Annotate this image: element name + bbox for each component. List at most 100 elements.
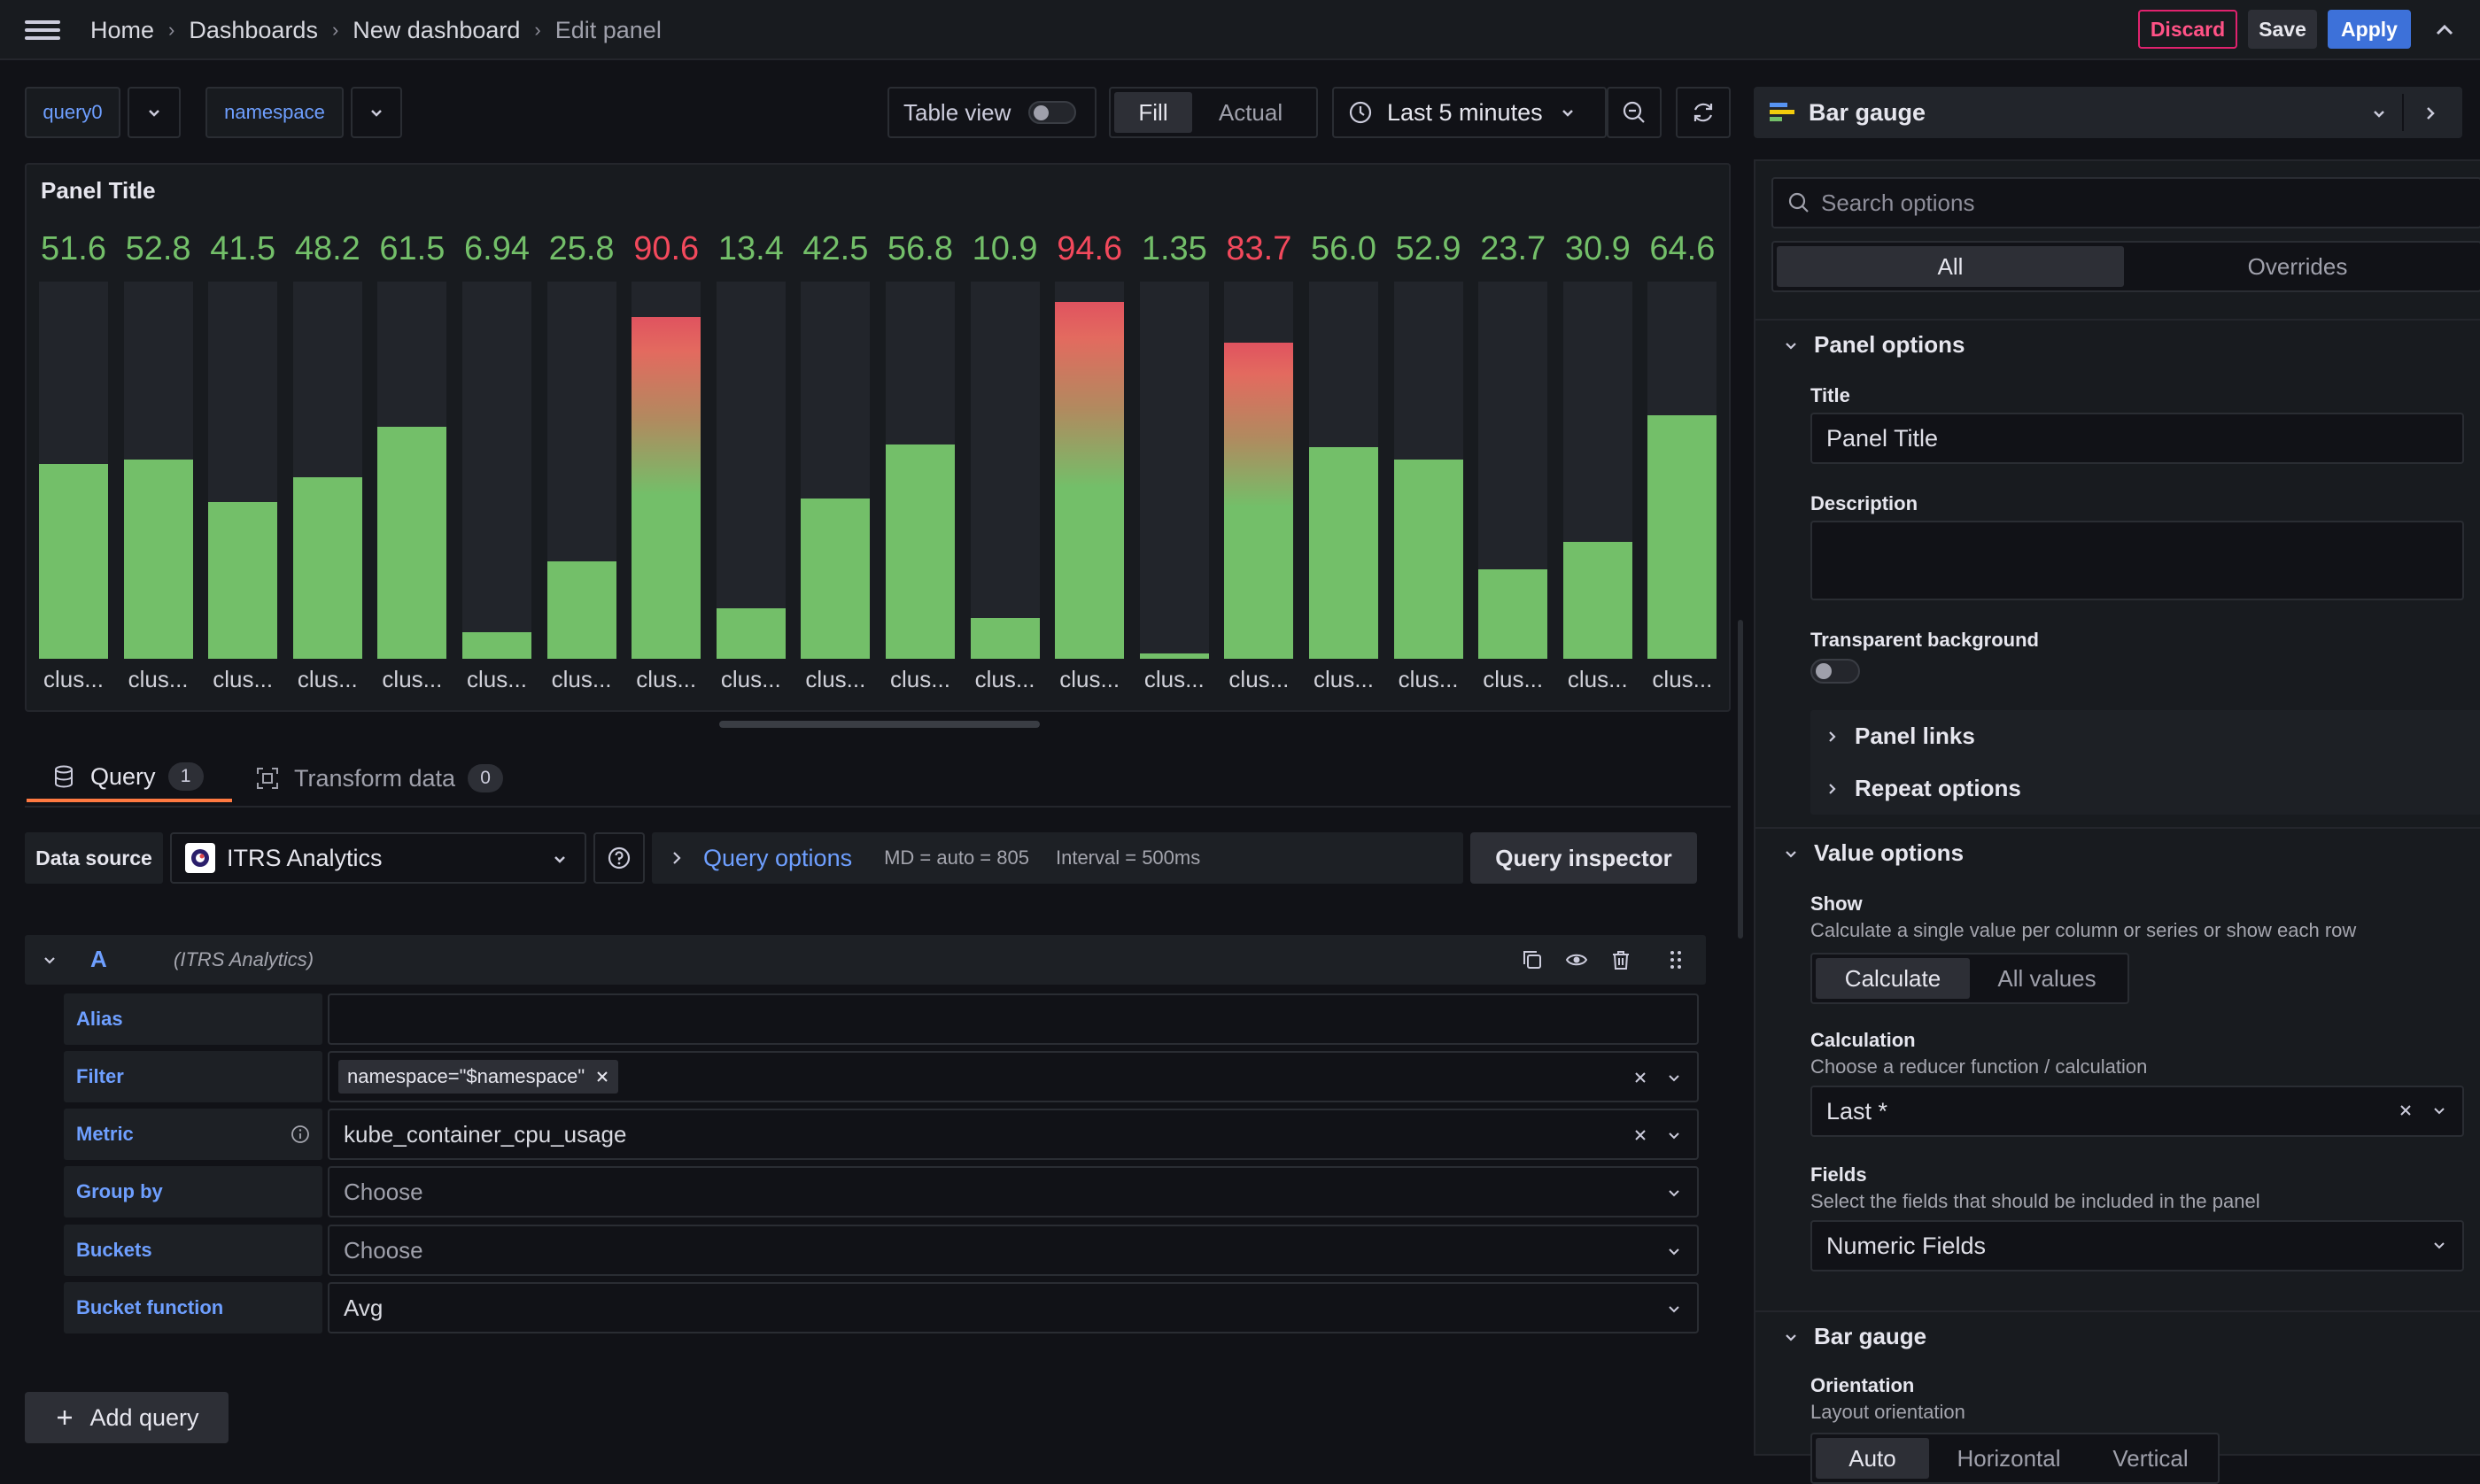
add-query-button[interactable]: Add query — [25, 1392, 229, 1443]
pane-resize-handle[interactable] — [1738, 620, 1743, 939]
bucket-function-select[interactable]: Avg — [328, 1282, 1699, 1333]
gauge-bar — [208, 502, 278, 659]
close-icon[interactable] — [595, 1070, 609, 1084]
metric-label: Metric — [64, 1109, 322, 1160]
clear-icon[interactable] — [1630, 1125, 1651, 1146]
itrs-logo-icon — [185, 843, 215, 873]
show-calculate-option[interactable]: Calculate — [1816, 958, 1970, 999]
gauge-track — [462, 282, 531, 659]
search-options-placeholder: Search options — [1821, 189, 1975, 216]
trash-icon[interactable] — [1608, 947, 1633, 972]
gauge-label: clus... — [213, 666, 274, 692]
help-button[interactable] — [593, 832, 645, 884]
chevron-right-icon — [673, 852, 681, 864]
alias-input[interactable] — [328, 993, 1699, 1045]
variable-query0-dropdown[interactable] — [128, 87, 181, 138]
gauge-bar — [123, 460, 193, 659]
gauge-label: clus... — [467, 666, 527, 692]
info-icon[interactable] — [291, 1125, 310, 1144]
orientation-auto[interactable]: Auto — [1816, 1438, 1929, 1479]
breadcrumb-home[interactable]: Home — [90, 16, 155, 43]
calculation-value: Last * — [1826, 1097, 1888, 1125]
breadcrumb-separator-icon: › — [168, 19, 175, 41]
duplicate-icon[interactable] — [1520, 947, 1545, 972]
chevron-right-icon — [1829, 783, 1836, 794]
search-options-input[interactable]: Search options — [1771, 177, 2480, 228]
save-button[interactable]: Save — [2248, 10, 2317, 49]
chevron-down-icon — [149, 110, 159, 117]
query-options-bar[interactable]: Query options MD = auto = 805 Interval =… — [652, 832, 1463, 884]
value-options-header[interactable]: Value options — [1782, 839, 1964, 867]
chevron-down-icon[interactable] — [1663, 1067, 1685, 1088]
zoom-out-button[interactable] — [1607, 87, 1662, 138]
buckets-select[interactable]: Choose — [328, 1225, 1699, 1276]
gauge-bar — [886, 444, 955, 659]
chevron-down-icon — [1669, 1190, 1679, 1197]
chevron-down-icon[interactable] — [2429, 1100, 2450, 1121]
table-view-switch[interactable] — [1028, 101, 1077, 124]
resize-handle[interactable] — [719, 721, 1040, 728]
time-range-picker[interactable]: Last 5 minutes — [1332, 87, 1607, 138]
chevron-down-icon[interactable] — [1663, 1125, 1685, 1146]
group-by-select[interactable]: Choose — [328, 1166, 1699, 1217]
orientation-vertical[interactable]: Vertical — [2112, 1444, 2189, 1472]
breadcrumb-dashboards[interactable]: Dashboards — [189, 16, 318, 43]
gauge-value: 61.5 — [379, 230, 446, 267]
discard-button[interactable]: Discard — [2138, 10, 2237, 49]
chevron-up-icon[interactable] — [2427, 12, 2462, 48]
options-tab-all[interactable]: All — [1777, 246, 2124, 287]
transparent-background-switch[interactable] — [1810, 659, 1860, 684]
query-ref-id[interactable]: A — [90, 946, 107, 972]
calculation-select[interactable]: Last * — [1810, 1086, 2464, 1137]
gauge-track — [39, 282, 108, 659]
options-tabs: All Overrides — [1771, 241, 2480, 292]
variable-namespace-dropdown[interactable] — [351, 87, 402, 138]
chevron-right-icon[interactable] — [2418, 101, 2443, 126]
gauge-track — [1139, 282, 1209, 659]
filter-input[interactable]: namespace="$namespace" — [328, 1051, 1699, 1102]
chevron-down-icon — [371, 110, 382, 117]
orientation-horizontal[interactable]: Horizontal — [1957, 1444, 2061, 1472]
description-textarea[interactable] — [1810, 521, 2464, 600]
bar-gauge-header[interactable]: Bar gauge — [1782, 1323, 1926, 1350]
apply-button[interactable]: Apply — [2328, 10, 2411, 49]
group-by-label: Group by — [64, 1166, 322, 1217]
title-label: Title — [1810, 384, 1850, 406]
query-inspector-button[interactable]: Query inspector — [1470, 832, 1697, 884]
table-view-toggle[interactable]: Table view — [887, 87, 1097, 138]
tab-transform-label: Transform data — [294, 764, 456, 792]
panel-options-header[interactable]: Panel options — [1782, 331, 1965, 359]
gauge-label: clus... — [43, 666, 104, 692]
actual-option[interactable]: Actual — [1218, 98, 1283, 126]
visualization-picker[interactable]: Bar gauge — [1754, 87, 2462, 138]
gauge-track — [716, 282, 786, 659]
refresh-button[interactable] — [1676, 87, 1731, 138]
gauge-value: 23.7 — [1480, 230, 1546, 267]
gauge-track — [208, 282, 278, 659]
gauge-value: 90.6 — [633, 230, 700, 267]
show-all-values-option[interactable]: All values — [1997, 964, 2096, 992]
query-editor-area — [25, 806, 1731, 1456]
title-input[interactable]: Panel Title — [1810, 413, 2464, 464]
chevron-down-icon — [1786, 342, 1796, 350]
tab-query[interactable]: Query 1 — [27, 754, 232, 802]
fields-select[interactable]: Numeric Fields — [1810, 1220, 2464, 1271]
drag-handle-icon[interactable] — [1663, 947, 1688, 972]
options-tab-overrides[interactable]: Overrides — [2247, 252, 2348, 280]
datasource-picker[interactable]: ITRS Analytics — [170, 832, 586, 884]
menu-icon[interactable] — [25, 16, 60, 44]
panel-links-header[interactable]: Panel links — [1823, 723, 1975, 750]
tab-transform-data[interactable]: Transform data 0 — [255, 754, 530, 802]
transparent-background-label: Transparent background — [1810, 629, 2039, 651]
clear-icon[interactable] — [2395, 1100, 2416, 1121]
gauge-track — [546, 282, 616, 659]
fill-option[interactable]: Fill — [1114, 92, 1192, 133]
filter-tag: namespace="$namespace" — [338, 1060, 619, 1094]
chevron-down-icon[interactable] — [39, 949, 60, 970]
breadcrumb-new-dashboard[interactable]: New dashboard — [353, 16, 521, 43]
eye-icon[interactable] — [1564, 947, 1589, 972]
gauge-value: 64.6 — [1649, 230, 1716, 267]
repeat-options-header[interactable]: Repeat options — [1823, 775, 2021, 802]
metric-select[interactable]: kube_container_cpu_usage — [328, 1109, 1699, 1160]
clear-icon[interactable] — [1630, 1067, 1651, 1088]
